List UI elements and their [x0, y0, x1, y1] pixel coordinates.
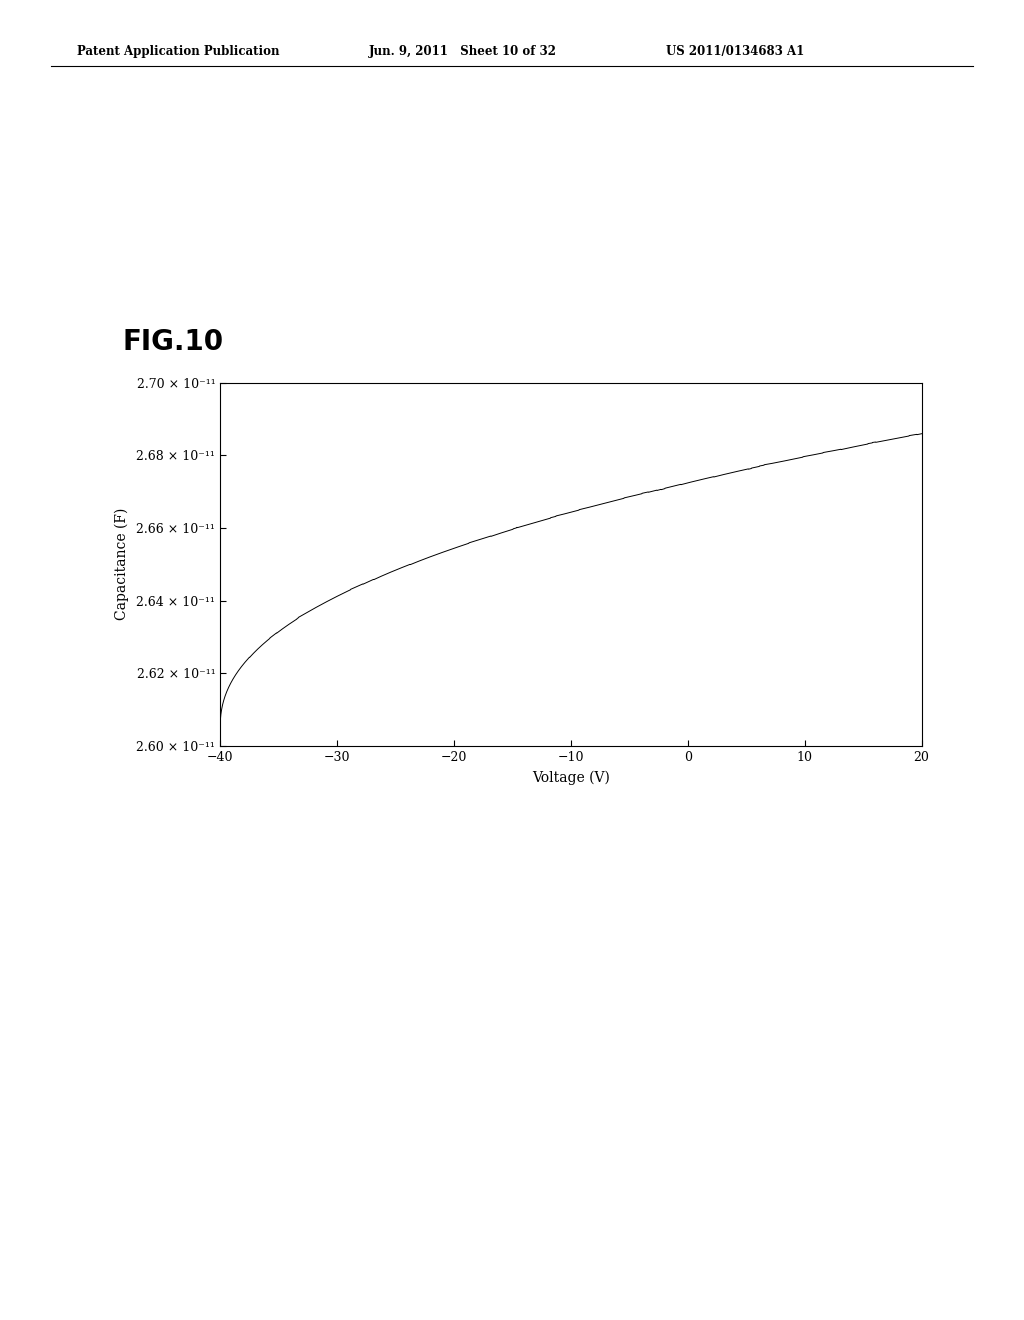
Text: US 2011/0134683 A1: US 2011/0134683 A1 [666, 45, 804, 58]
X-axis label: Voltage (V): Voltage (V) [531, 771, 610, 785]
Y-axis label: Capacitance (F): Capacitance (F) [115, 508, 129, 620]
Text: FIG.10: FIG.10 [123, 327, 224, 356]
Text: Patent Application Publication: Patent Application Publication [77, 45, 280, 58]
Text: Jun. 9, 2011   Sheet 10 of 32: Jun. 9, 2011 Sheet 10 of 32 [369, 45, 557, 58]
